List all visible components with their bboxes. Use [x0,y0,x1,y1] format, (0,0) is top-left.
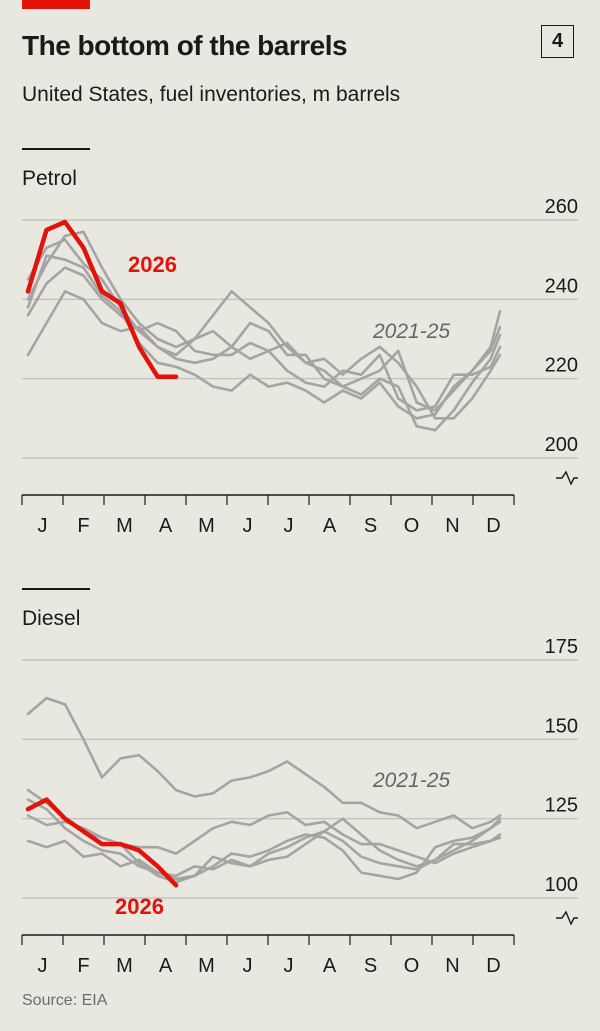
chart-title: The bottom of the barrels [22,30,348,61]
petrol-panel-rule [22,148,90,150]
diesel-panel-title: Diesel [22,607,81,630]
x-month-label: J [38,515,48,537]
x-month-label: M [198,515,215,537]
x-month-label: A [323,955,337,977]
chart-subtitle: United States, fuel inventories, m barre… [22,83,401,106]
x-month-label: M [116,515,133,537]
x-month-label: J [284,515,294,537]
y-tick-label: 200 [545,434,578,456]
x-month-label: S [364,955,377,977]
history-series-line [26,798,502,881]
y-tick-label: 260 [545,196,578,218]
axis-break-icon [556,910,578,926]
current-series-line [25,219,179,379]
x-month-label: N [445,955,459,977]
x-month-label: J [243,955,253,977]
chart-number-badge: 4 [541,25,574,58]
history-series-line [26,696,502,830]
current-series-label: 2026 [115,894,164,919]
x-month-label: A [159,955,173,977]
x-month-label: O [404,955,420,977]
x-month-label: O [404,515,420,537]
y-tick-label: 220 [545,355,578,377]
current-series-label: 2026 [128,252,177,277]
x-month-label: J [38,955,48,977]
source-note: Source: EIA [22,992,108,1009]
x-month-label: F [77,515,89,537]
history-series-line [26,830,502,878]
history-series-line [26,811,502,865]
x-month-label: D [486,515,500,537]
x-month-label: M [198,955,215,977]
history-series-label: 2021-25 [372,769,450,792]
history-series-label: 2021-25 [372,320,450,343]
history-series-line [26,290,502,412]
x-month-label: J [284,955,294,977]
y-tick-label: 175 [545,636,578,658]
diesel-panel-rule [22,588,90,590]
x-month-label: N [445,515,459,537]
brand-red-tab [22,0,90,9]
x-month-label: A [159,515,173,537]
axis-break-icon [556,470,578,486]
petrol-panel-title: Petrol [22,167,77,190]
x-month-label: D [486,955,500,977]
x-month-label: F [77,955,89,977]
x-month-label: A [323,515,337,537]
y-tick-label: 150 [545,715,578,737]
history-series-line [26,254,502,420]
x-month-label: M [116,955,133,977]
x-month-label: J [243,515,253,537]
history-series-line [26,266,502,412]
x-month-label: S [364,515,377,537]
diesel-chart: 175 150 125 100 J F M A M J J A S O N D 2026 2021-25 [21,636,578,977]
current-series-line [25,797,179,888]
y-tick-label: 240 [545,275,578,297]
y-tick-label: 125 [545,795,578,817]
petrol-chart: 260 240 220 200 J F M A M J J A S O N D 2026 2021-25 [21,196,578,537]
y-tick-label: 100 [545,874,578,896]
